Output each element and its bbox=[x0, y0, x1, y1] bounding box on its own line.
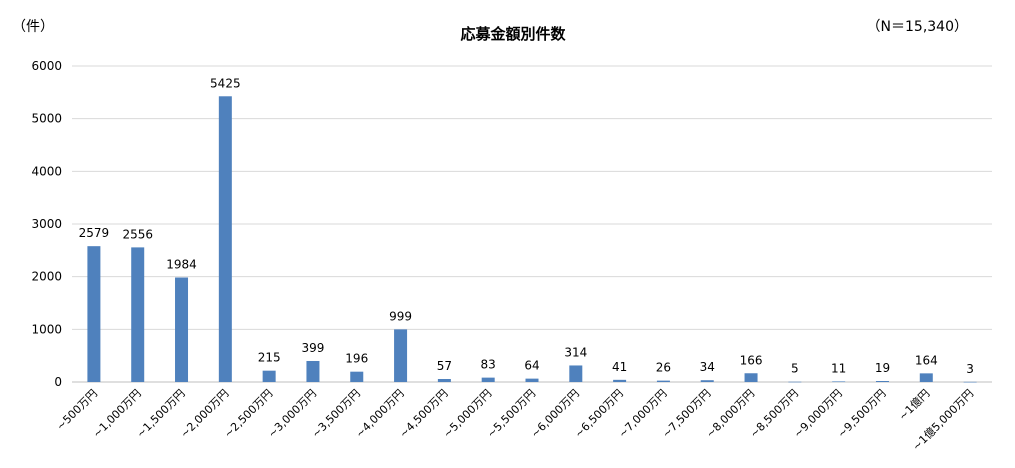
data-label: 1984 bbox=[166, 258, 197, 272]
y-axis: 0 1000 2000 3000 4000 5000 6000 bbox=[31, 59, 62, 389]
data-label: 26 bbox=[656, 361, 671, 375]
bar bbox=[87, 246, 101, 382]
y-tick-label: 4000 bbox=[31, 164, 62, 178]
data-label: 2579 bbox=[79, 226, 110, 240]
x-tick-label: ~1億円 bbox=[896, 387, 932, 423]
data-label: 196 bbox=[345, 352, 368, 366]
data-label: 999 bbox=[389, 309, 412, 323]
bar bbox=[788, 381, 802, 383]
bar bbox=[350, 371, 364, 382]
data-label: 64 bbox=[524, 359, 539, 373]
data-label: 164 bbox=[915, 353, 938, 367]
bar bbox=[613, 379, 627, 382]
data-label: 19 bbox=[875, 361, 890, 375]
bar bbox=[481, 377, 495, 382]
bar bbox=[875, 380, 889, 382]
data-label: 166 bbox=[740, 353, 763, 367]
bar bbox=[262, 370, 276, 382]
y-tick-label: 5000 bbox=[31, 112, 62, 126]
y-tick-label: 1000 bbox=[31, 322, 62, 336]
bar bbox=[744, 373, 758, 382]
bar bbox=[394, 329, 408, 382]
bar bbox=[175, 277, 189, 382]
data-label: 5425 bbox=[210, 76, 241, 90]
bar bbox=[306, 360, 320, 382]
data-label: 314 bbox=[564, 345, 587, 359]
bar bbox=[656, 380, 670, 382]
data-label: 83 bbox=[481, 358, 496, 372]
data-label: 11 bbox=[831, 361, 846, 375]
y-tick-label: 2000 bbox=[31, 270, 62, 284]
data-label: 399 bbox=[301, 341, 324, 355]
bars bbox=[87, 96, 977, 383]
y-tick-label: 3000 bbox=[31, 217, 62, 231]
data-label: 5 bbox=[791, 362, 799, 376]
data-label: 2556 bbox=[122, 227, 153, 241]
y-unit-label: （件） bbox=[12, 19, 54, 35]
data-labels: 2579 2556 1984 5425 215 399 196 999 57 83 64 314 41 2… bbox=[79, 76, 974, 376]
y-tick-label: 0 bbox=[54, 375, 62, 389]
bar bbox=[569, 365, 583, 382]
bar bbox=[832, 381, 846, 383]
x-axis: ~500万円~1,000万円~1,500万円~2,000万円~2,500万円~3… bbox=[54, 387, 976, 453]
sample-size-label: （N＝15,340） bbox=[867, 19, 968, 35]
data-label: 3 bbox=[966, 362, 974, 376]
gridlines bbox=[72, 65, 992, 383]
x-tick-label: ~500万円 bbox=[54, 387, 100, 433]
bar bbox=[218, 96, 232, 383]
chart-title: 応募金額別件数 bbox=[460, 25, 566, 43]
bar bbox=[131, 247, 145, 382]
bar bbox=[525, 378, 539, 382]
data-label: 41 bbox=[612, 360, 627, 374]
bar bbox=[963, 381, 977, 383]
data-label: 34 bbox=[700, 360, 715, 374]
bar bbox=[437, 378, 451, 382]
y-tick-label: 6000 bbox=[31, 59, 62, 73]
bar bbox=[919, 373, 933, 382]
bar bbox=[700, 380, 714, 382]
data-label: 57 bbox=[437, 359, 452, 373]
data-label: 215 bbox=[258, 351, 281, 365]
